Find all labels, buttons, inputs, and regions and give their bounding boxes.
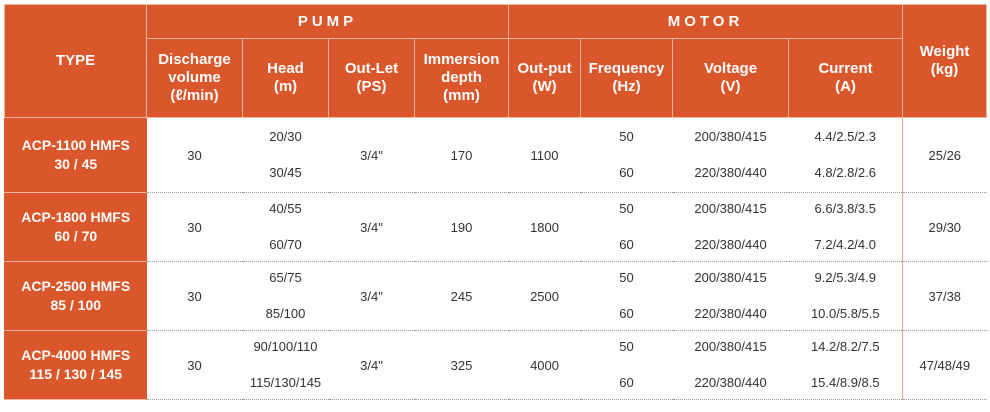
table-row: ACP-4000 HMFS 115 / 130 / 145 30 90/100/1… [4, 330, 987, 400]
header-output: Out-put (W) [508, 38, 582, 118]
header-frequency: Frequency (Hz) [580, 38, 674, 118]
header-weight: Weight (kg) [902, 4, 988, 118]
header-outlet: Out-Let (PS) [328, 38, 415, 118]
header-head: Head (m) [242, 38, 329, 118]
head-cell: 90/100/110 115/130/145 [242, 330, 329, 400]
current-cell: 6.6/3.8/3.5 7.2/4.2/4.0 [788, 192, 903, 262]
header-pump-group: PUMP [145, 4, 510, 39]
weight-cell: 37/38 [902, 261, 987, 331]
current-cell: 4.4/2.5/2.3 4.8/2.8/2.6 [788, 117, 903, 193]
model-type-cell: ACP-2500 HMFS 85 / 100 [4, 261, 147, 331]
voltage-cell: 200/380/415 220/380/440 [672, 261, 789, 331]
table-row: ACP-2500 HMFS 85 / 100 30 65/75 85/100 3/4… [4, 261, 987, 331]
head-cell: 20/30 30/45 [242, 117, 329, 193]
table-row: ACP-1800 HMFS 60 / 70 30 40/55 60/70 3/4" … [4, 192, 987, 262]
frequency-cell: 50 60 [580, 117, 673, 193]
frequency-cell: 50 60 [580, 261, 673, 331]
voltage-cell: 200/380/415 220/380/440 [672, 330, 789, 400]
header-motor-group: MOTOR [508, 4, 904, 39]
output-cell: 2500 [508, 261, 581, 331]
immersion-cell: 245 [414, 261, 509, 331]
frequency-cell: 50 60 [580, 330, 673, 400]
frequency-cell: 50 60 [580, 192, 673, 262]
model-type-cell: ACP-1100 HMFS 30 / 45 [4, 117, 147, 193]
head-cell: 65/75 85/100 [242, 261, 329, 331]
output-cell: 1100 [508, 117, 581, 193]
header-immersion: Immersion depth (mm) [413, 38, 510, 118]
pump-spec-table: TYPE PUMP MOTOR Weight (kg) Discharge vol… [4, 4, 988, 400]
model-type-cell: ACP-4000 HMFS 115 / 130 / 145 [4, 330, 147, 400]
output-cell: 4000 [508, 330, 581, 400]
outlet-cell: 3/4" [328, 117, 415, 193]
weight-cell: 25/26 [902, 117, 987, 193]
immersion-cell: 170 [414, 117, 509, 193]
current-cell: 9.2/5.3/4.9 10.0/5.8/5.5 [788, 261, 903, 331]
outlet-cell: 3/4" [328, 261, 415, 331]
discharge-cell: 30 [146, 192, 243, 262]
voltage-cell: 200/380/415 220/380/440 [672, 192, 789, 262]
immersion-cell: 190 [414, 192, 509, 262]
header-current: Current (A) [788, 38, 904, 118]
model-type-cell: ACP-1800 HMFS 60 / 70 [4, 192, 147, 262]
table-row: ACP-1100 HMFS 30 / 45 30 20/30 30/45 3/4" … [4, 117, 987, 193]
outlet-cell: 3/4" [328, 192, 415, 262]
current-cell: 14.2/8.2/7.5 15.4/8.9/8.5 [788, 330, 903, 400]
voltage-cell: 200/380/415 220/380/440 [672, 117, 789, 193]
weight-cell: 47/48/49 [902, 330, 987, 400]
discharge-cell: 30 [146, 261, 243, 331]
header-voltage: Voltage (V) [672, 38, 790, 118]
discharge-cell: 30 [146, 117, 243, 193]
output-cell: 1800 [508, 192, 581, 262]
header-discharge: Discharge volume (ℓ/min) [146, 38, 243, 118]
discharge-cell: 30 [146, 330, 243, 400]
outlet-cell: 3/4" [328, 330, 415, 400]
header-type: TYPE [4, 4, 147, 118]
weight-cell: 29/30 [902, 192, 987, 262]
head-cell: 40/55 60/70 [242, 192, 329, 262]
immersion-cell: 325 [414, 330, 509, 400]
